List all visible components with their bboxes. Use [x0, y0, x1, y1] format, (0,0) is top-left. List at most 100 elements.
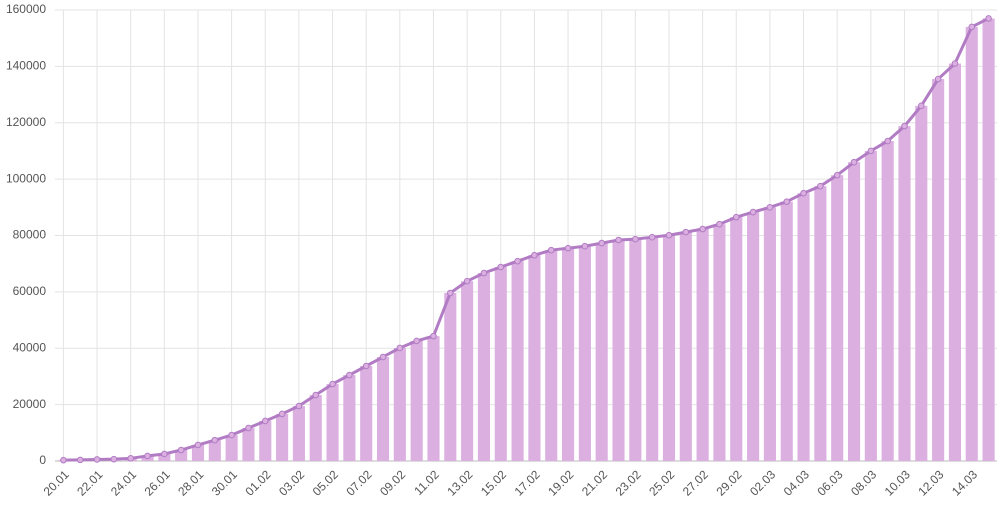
bar	[175, 450, 188, 461]
bar	[915, 105, 928, 462]
y-tick-label: 140000	[6, 59, 46, 73]
bar	[646, 237, 659, 461]
bar	[360, 366, 373, 461]
point	[850, 158, 858, 166]
point	[312, 391, 320, 399]
bar	[511, 261, 524, 461]
point	[144, 452, 151, 460]
x-tick-label: 22.01	[74, 467, 105, 498]
bar	[898, 126, 911, 461]
point	[833, 171, 841, 179]
bar	[292, 406, 305, 461]
point	[480, 269, 488, 277]
point	[261, 417, 269, 425]
point	[918, 102, 925, 110]
point	[362, 362, 370, 370]
bar	[225, 435, 238, 461]
bar	[932, 79, 945, 461]
x-tick-label: 05.02	[310, 467, 341, 498]
bar	[578, 246, 591, 461]
point	[278, 410, 286, 418]
x-tick-label: 08.03	[848, 467, 879, 498]
x-tick-label: 25.02	[646, 467, 677, 498]
point	[749, 208, 757, 216]
point	[245, 424, 252, 432]
x-tick-label: 15.02	[478, 467, 509, 498]
point	[615, 236, 622, 244]
bar	[461, 281, 474, 461]
bar	[158, 453, 171, 461]
point	[396, 344, 404, 352]
point	[682, 228, 690, 236]
y-tick-label: 60000	[13, 284, 47, 298]
point	[901, 122, 908, 130]
bar	[696, 229, 709, 461]
x-tick-label: 30.01	[209, 467, 240, 498]
y-tick-label: 80000	[13, 228, 47, 242]
point	[800, 189, 807, 197]
y-tick-label: 40000	[13, 340, 47, 354]
x-tick-label: 01.02	[242, 467, 273, 498]
bar	[326, 384, 339, 461]
bar	[410, 340, 423, 461]
point	[665, 231, 673, 239]
bar	[376, 356, 390, 461]
x-tick-label: 13.02	[444, 467, 475, 498]
point	[93, 456, 101, 463]
bar	[864, 150, 877, 461]
bar	[965, 26, 978, 461]
bar	[730, 217, 743, 461]
point	[648, 233, 656, 241]
point	[581, 242, 589, 250]
bar	[427, 336, 440, 461]
point	[463, 277, 471, 285]
x-tick-label: 19.02	[545, 467, 576, 498]
point	[564, 244, 572, 252]
y-tick-label: 0	[39, 453, 46, 467]
bar	[948, 63, 962, 462]
bar	[309, 395, 322, 461]
point	[127, 455, 134, 462]
x-tick-label: 11.02	[411, 467, 442, 498]
point	[766, 204, 774, 211]
bar	[763, 207, 776, 461]
bar	[679, 232, 692, 461]
x-tick-label: 26.01	[142, 467, 173, 498]
bar	[477, 272, 491, 461]
point	[346, 371, 353, 379]
x-tick-label: 04.03	[781, 467, 812, 498]
point	[867, 147, 875, 155]
x-tick-label: 03.02	[276, 467, 307, 498]
bar	[242, 428, 255, 461]
bar	[595, 243, 608, 461]
point	[329, 380, 336, 388]
point	[968, 23, 976, 31]
x-tick-label: 24.01	[108, 467, 139, 498]
bar	[797, 193, 810, 461]
y-tick-label: 20000	[13, 397, 47, 411]
point	[110, 455, 118, 463]
point	[514, 257, 521, 265]
point	[817, 182, 824, 190]
bar	[276, 413, 289, 461]
bar	[545, 250, 558, 461]
x-tick-label: 27.02	[680, 467, 711, 498]
x-tick-label: 21.02	[579, 467, 610, 498]
x-tick-label: 23.02	[613, 467, 644, 498]
bar	[662, 235, 676, 461]
bar	[780, 201, 793, 462]
x-tick-label: 12.03	[915, 467, 946, 498]
bar	[747, 212, 760, 461]
point	[295, 402, 303, 410]
point	[447, 289, 454, 297]
point	[934, 75, 942, 83]
point	[76, 456, 84, 464]
y-tick-label: 120000	[6, 115, 46, 129]
point	[732, 213, 740, 221]
y-tick-label: 160000	[6, 2, 46, 16]
bar	[561, 248, 575, 461]
bar	[881, 141, 894, 461]
bar	[494, 267, 507, 461]
point	[884, 137, 891, 145]
point	[531, 251, 538, 259]
